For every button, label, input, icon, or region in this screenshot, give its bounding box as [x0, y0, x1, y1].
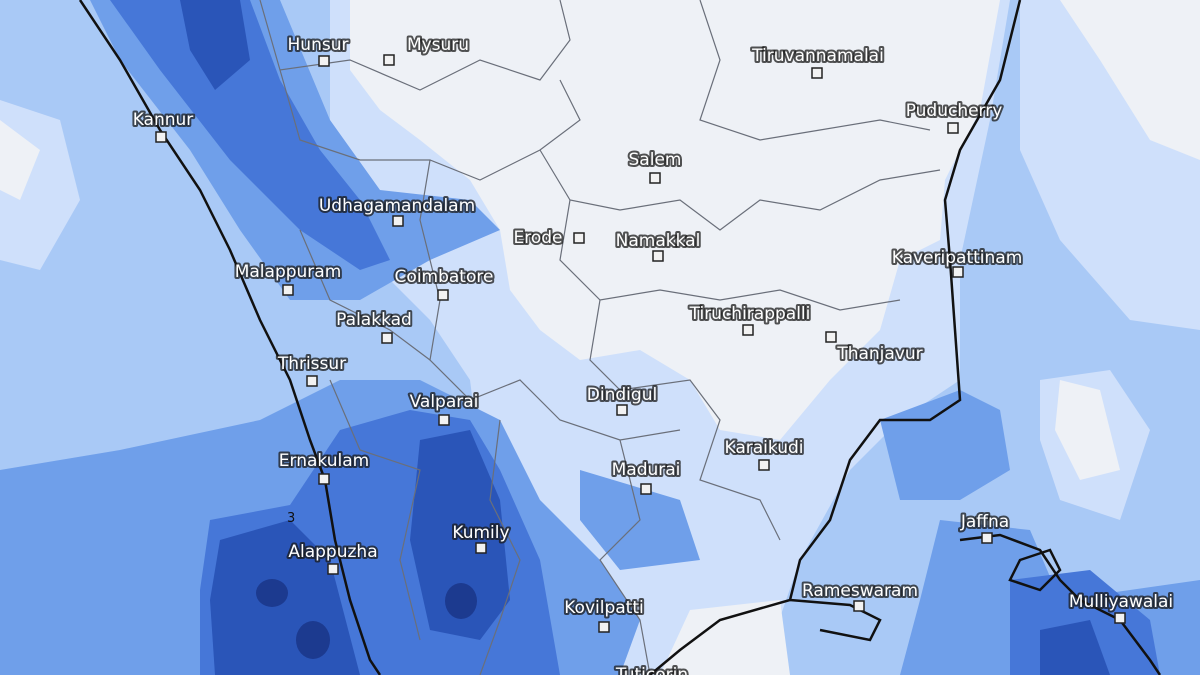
karaikudi-marker[interactable] — [758, 459, 770, 471]
place-label-alappuzha: Alappuzha — [288, 542, 377, 562]
hunsur-marker[interactable] — [318, 55, 330, 67]
place-label-kannur: Kannur — [133, 110, 194, 130]
contour-label: 3 — [287, 511, 295, 526]
place-label-coimbatore: Coimbatore — [395, 267, 494, 287]
kovilpatti-marker[interactable] — [598, 621, 610, 633]
place-labels: Hunsur Mysuru Tiruvannamalai Kannur Puducher… — [131, 33, 1175, 675]
place-label-thrissur: Thrissur — [277, 354, 346, 374]
ernakulam-marker[interactable] — [318, 473, 330, 485]
erode-marker[interactable] — [573, 232, 585, 244]
puducherry-marker[interactable] — [947, 122, 959, 134]
tiruchirappalli-marker[interactable] — [742, 324, 754, 336]
place-label-jaffna: Jaffna — [960, 512, 1009, 532]
place-label-mulliyawalai: Mulliyawalai — [1069, 592, 1173, 612]
place-label-udhagamandalam: Udhagamandalam — [319, 196, 475, 216]
place-label-ernakulam: Ernakulam — [279, 451, 369, 471]
precip-extreme-layer — [256, 579, 477, 659]
place-label-puducherry: Puducherry — [906, 101, 1003, 121]
coastline — [78, 0, 1162, 675]
place-label-tiruchirappalli: Tiruchirappalli — [689, 304, 811, 324]
valparai-marker[interactable] — [438, 414, 450, 426]
mysuru-marker[interactable] — [383, 54, 395, 66]
place-label-palakkad: Palakkad — [336, 310, 412, 330]
place-label-tuticorin: Tuticorin — [615, 665, 688, 675]
salem-marker[interactable] — [649, 172, 661, 184]
place-label-dindigul: Dindigul — [587, 385, 657, 405]
place-label-salem: Salem — [629, 150, 682, 170]
rameswaram-marker[interactable] — [853, 600, 865, 612]
mulliyawalai-marker[interactable] — [1114, 612, 1126, 624]
district-borders — [259, 0, 941, 675]
place-label-madurai: Madurai — [612, 460, 681, 480]
dindigul-marker[interactable] — [616, 404, 628, 416]
palakkad-marker[interactable] — [381, 332, 393, 344]
place-label-hunsur: Hunsur — [288, 35, 349, 55]
namakkal-marker[interactable] — [652, 250, 664, 262]
place-label-erode: Erode — [513, 228, 562, 248]
place-label-thanjavur: Thanjavur — [836, 344, 922, 364]
place-label-malappuram: Malappuram — [235, 262, 342, 282]
place-label-rameswaram: Rameswaram — [802, 581, 918, 601]
thanjavur-marker[interactable] — [825, 331, 837, 343]
place-label-namakkal: Namakkal — [616, 231, 701, 251]
place-label-karaikudi: Karaikudi — [724, 438, 803, 458]
kumily-marker[interactable] — [475, 542, 487, 554]
udhagamandalam-marker[interactable] — [392, 215, 404, 227]
coimbatore-marker[interactable] — [437, 289, 449, 301]
kannur-marker[interactable] — [155, 131, 167, 143]
alappuzha-marker[interactable] — [327, 563, 339, 575]
malappuram-marker[interactable] — [282, 284, 294, 296]
thrissur-marker[interactable] — [306, 375, 318, 387]
place-label-mysuru: Mysuru — [407, 35, 469, 55]
kaveripattinam-marker[interactable] — [952, 266, 964, 278]
tiruvannamalai-marker[interactable] — [811, 67, 823, 79]
place-label-kovilpatti: Kovilpatti — [564, 598, 643, 618]
place-label-kumily: Kumily — [452, 523, 509, 543]
place-label-tiruvannamalai: Tiruvannamalai — [751, 46, 884, 66]
madurai-marker[interactable] — [640, 483, 652, 495]
jaffna-marker[interactable] — [981, 532, 993, 544]
place-label-valparai: Valparai — [410, 392, 479, 412]
place-label-kaveripattinam: Kaveripattinam — [892, 248, 1023, 268]
